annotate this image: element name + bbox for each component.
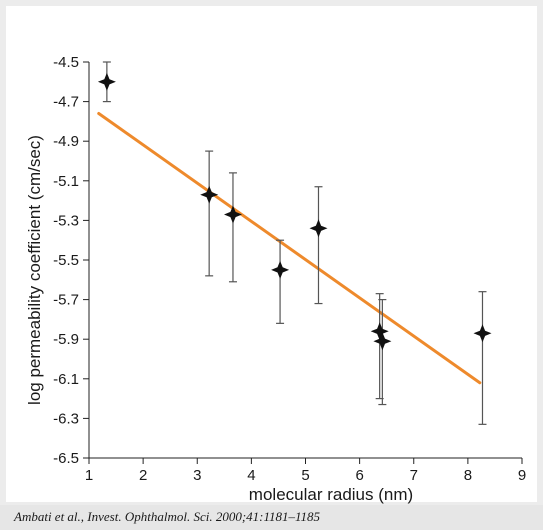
x-tick-label: 2 — [139, 467, 147, 484]
x-tick-label: 9 — [518, 467, 526, 484]
x-tick-label: 5 — [301, 467, 309, 484]
x-tick-label: 1 — [85, 467, 93, 484]
error-bar-layer — [102, 61, 487, 425]
citation-bar — [0, 505, 543, 530]
x-axis-title: molecular radius (nm) — [249, 485, 413, 504]
x-tick-label: 6 — [355, 467, 363, 484]
y-tick-label: -5.3 — [53, 212, 79, 229]
y-tick-label: -5.9 — [53, 331, 79, 348]
y-tick-label: -6.5 — [53, 450, 79, 467]
data-point-marker — [200, 185, 219, 204]
y-tick-label: -6.1 — [53, 371, 79, 388]
y-tick-label: -4.7 — [53, 94, 79, 111]
y-tick-label: -5.5 — [53, 252, 79, 269]
axis-layer: -4.5 -4.7 -4.9 -5.1 -5.3 -5.5 -5.7 -5.9 -6.1 -6.3… — [53, 54, 526, 484]
data-point-marker — [97, 72, 116, 91]
y-tick-label: -5.7 — [53, 292, 79, 309]
data-point-marker — [473, 324, 492, 343]
data-point-marker — [271, 260, 290, 279]
y-tick-label: -5.1 — [53, 173, 79, 190]
x-tick-label: 7 — [410, 467, 418, 484]
x-tick-label: 4 — [247, 467, 255, 484]
y-tick-label: -4.9 — [53, 133, 79, 150]
data-point-marker — [309, 219, 328, 238]
fit-layer — [97, 111, 482, 385]
citation-text: Ambati et al., Invest. Ophthalmol. Sci. … — [14, 509, 321, 524]
y-axis-title: log permeability coefficient (cm/sec) — [25, 135, 44, 405]
marker-layer — [97, 72, 492, 351]
y-tick-label: -4.5 — [53, 54, 79, 71]
fit-line — [97, 111, 482, 385]
x-tick-label: 3 — [193, 467, 201, 484]
x-tick-label: 8 — [464, 467, 472, 484]
y-tick-label: -6.3 — [53, 410, 79, 427]
data-point-marker — [373, 332, 392, 351]
data-point-marker — [224, 205, 242, 224]
figure-panel — [6, 6, 537, 502]
data-point-marker — [370, 322, 389, 341]
